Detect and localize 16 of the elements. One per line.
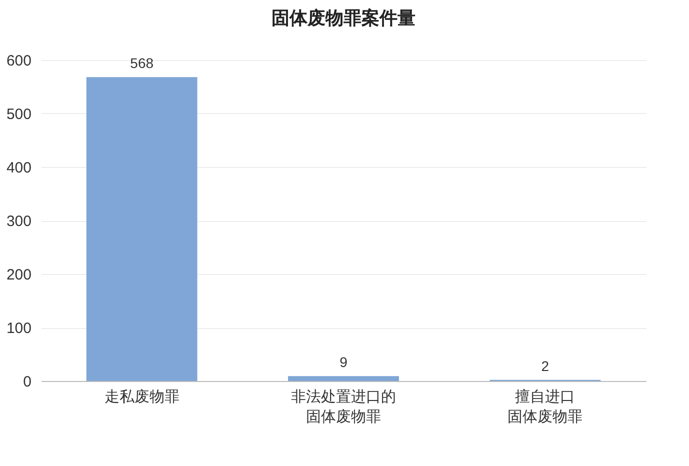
y-tick-label: 100 (6, 320, 32, 337)
bar (86, 77, 198, 381)
y-tick-label: 200 (6, 266, 32, 284)
y-tick-label: 0 (23, 374, 32, 390)
data-label: 568 (130, 55, 154, 72)
x-tick-label: 走私废物罪 (104, 388, 180, 406)
data-label: 9 (340, 354, 348, 370)
data-label: 2 (541, 358, 550, 374)
bar (288, 376, 399, 381)
y-tick-label: 300 (6, 213, 32, 230)
x-tick-label: 擅自进口固体废物罪 (508, 388, 583, 426)
y-tick-label: 600 (6, 52, 32, 70)
chart-title: 固体废物罪案件量 (272, 8, 416, 28)
y-tick-label: 400 (6, 160, 32, 176)
x-tick-label: 非法处置进口的固体废物罪 (291, 388, 396, 426)
y-tick-label: 500 (6, 106, 32, 123)
